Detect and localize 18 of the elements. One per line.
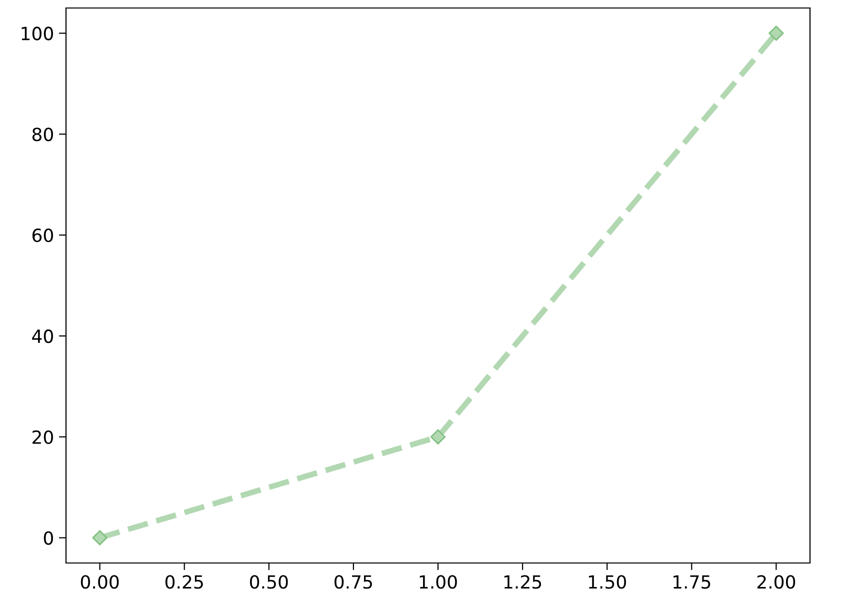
x-tick-label: 0.50 [250, 575, 288, 589]
point [430, 429, 446, 444]
point [768, 26, 784, 41]
x-tick-label: 1.50 [588, 575, 626, 589]
x-tick-label: 1.25 [504, 575, 542, 589]
x-tick-label: 0.25 [165, 575, 203, 589]
x-tick-label: 0.75 [334, 575, 372, 589]
x-tick-label: 1.00 [420, 575, 457, 589]
x-tick-label: 2.00 [757, 575, 796, 589]
x-tick-label: 0.00 [80, 575, 119, 589]
y-tick-label: 100 [22, 26, 53, 40]
y-tick-label: 80 [32, 128, 53, 142]
y-tick-label: 20 [32, 430, 53, 444]
x-tick-label: 1.75 [674, 575, 710, 589]
y-tick-label: 40 [32, 329, 53, 344]
point [92, 530, 108, 546]
y-tick-label: 60 [32, 228, 53, 242]
y-tick-label: 0 [44, 531, 53, 545]
